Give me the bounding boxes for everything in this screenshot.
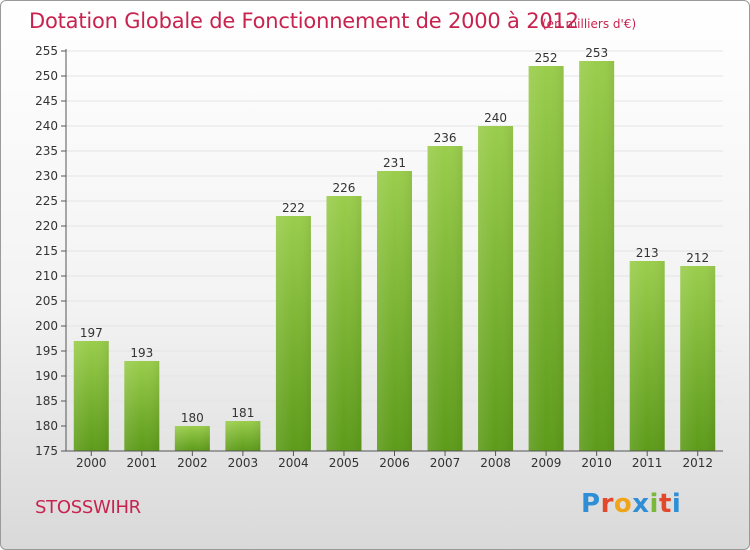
- bar-shine: [528, 66, 564, 451]
- bar-shine: [275, 216, 311, 451]
- bar-shine: [225, 421, 261, 451]
- y-tick-label: 225: [35, 194, 58, 208]
- y-tick-label: 250: [35, 69, 58, 83]
- bar-value-label: 193: [130, 346, 153, 360]
- y-tick-label: 185: [35, 394, 58, 408]
- bar-shine: [73, 341, 109, 451]
- y-tick-label: 195: [35, 344, 58, 358]
- y-tick-label: 240: [35, 119, 58, 133]
- bar-value-label: 240: [484, 111, 507, 125]
- bar-value-label: 222: [282, 201, 305, 215]
- bar-value-label: 252: [535, 51, 558, 65]
- bar-value-label: 197: [80, 326, 103, 340]
- chart-subtitle: (en milliers d'€): [542, 17, 637, 31]
- x-tick-label: 2000: [76, 456, 107, 470]
- bar-value-label: 236: [434, 131, 457, 145]
- x-tick-label: 2012: [682, 456, 713, 470]
- bar-shine: [174, 426, 210, 451]
- x-tick-label: 2007: [430, 456, 461, 470]
- bar-value-label: 181: [231, 406, 254, 420]
- x-tick-label: 2008: [480, 456, 511, 470]
- bar-shine: [427, 146, 463, 451]
- y-tick-label: 230: [35, 169, 58, 183]
- y-tick-label: 190: [35, 369, 58, 383]
- y-tick-label: 175: [35, 444, 58, 458]
- y-tick-label: 255: [35, 44, 58, 58]
- x-tick-label: 2003: [228, 456, 259, 470]
- y-tick-label: 245: [35, 94, 58, 108]
- y-tick-label: 210: [35, 269, 58, 283]
- chart-title: Dotation Globale de Fonctionnement de 20…: [29, 9, 579, 33]
- bar-shine: [629, 261, 665, 451]
- x-tick-label: 2005: [329, 456, 360, 470]
- x-tick-label: 2001: [127, 456, 158, 470]
- y-tick-label: 200: [35, 319, 58, 333]
- y-tick-label: 220: [35, 219, 58, 233]
- x-tick-label: 2002: [177, 456, 208, 470]
- y-tick-label: 205: [35, 294, 58, 308]
- proxiti-logo[interactable]: Proxiti: [581, 489, 682, 519]
- y-tick-label: 215: [35, 244, 58, 258]
- x-tick-label: 2004: [278, 456, 309, 470]
- bar-value-label: 180: [181, 411, 204, 425]
- y-tick-label: 235: [35, 144, 58, 158]
- bar-shine: [579, 61, 615, 451]
- bar-shine: [326, 196, 362, 451]
- x-tick-label: 2010: [581, 456, 612, 470]
- bar-value-label: 231: [383, 156, 406, 170]
- bar-value-label: 226: [333, 181, 356, 195]
- x-tick-label: 2011: [632, 456, 663, 470]
- x-tick-label: 2009: [531, 456, 562, 470]
- bar-shine: [124, 361, 160, 451]
- bar-value-label: 212: [686, 251, 709, 265]
- commune-name: STOSSWIHR: [35, 497, 141, 518]
- bar-shine: [478, 126, 514, 451]
- x-tick-label: 2006: [379, 456, 410, 470]
- y-tick-label: 180: [35, 419, 58, 433]
- bar-shine: [377, 171, 412, 451]
- bar-shine: [680, 266, 716, 451]
- bar-value-label: 213: [636, 246, 659, 260]
- bar-value-label: 253: [585, 46, 608, 60]
